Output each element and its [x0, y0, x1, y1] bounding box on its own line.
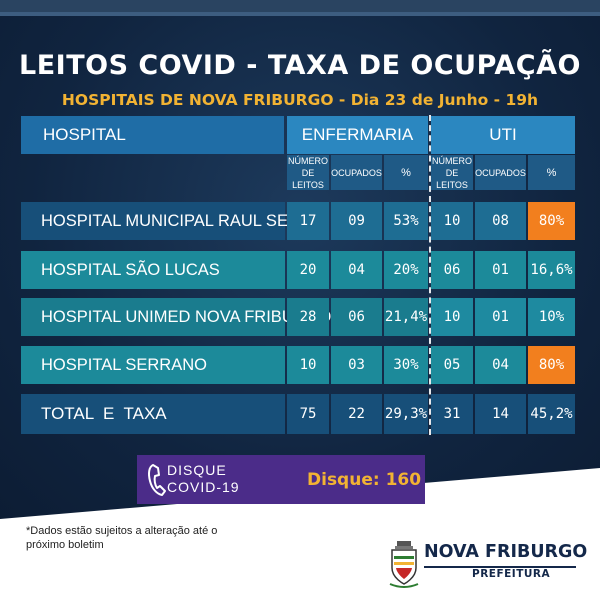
uti-subheader-leitos: NÚMERO DE LEITOS — [431, 155, 473, 190]
table-cell-enf_leitos: 20 — [287, 251, 329, 289]
table-cell-uti_ocupados: 08 — [475, 202, 526, 240]
table-cell-enf_leitos: 28 — [287, 298, 329, 336]
table-cell-uti_pct: 10% — [528, 298, 575, 336]
disque-line2: COVID-19 — [167, 479, 240, 495]
table-cell-uti_pct: 80% — [528, 202, 575, 240]
total-cell-uti_leitos: 31 — [431, 394, 473, 434]
table-cell-enf_ocupados: 04 — [331, 251, 382, 289]
total-label: TOTAL E TAXA — [21, 394, 285, 434]
table-cell-enf_pct: 20% — [384, 251, 428, 289]
table-cell-enf_pct: 21,4% — [384, 298, 428, 336]
table-cell-enf_pct: 53% — [384, 202, 428, 240]
table-cell-uti_leitos: 10 — [431, 202, 473, 240]
table-cell-enf_ocupados: 06 — [331, 298, 382, 336]
total-cell-enf_leitos: 75 — [287, 394, 329, 434]
disque-number: Disque: 160 — [307, 469, 422, 490]
total-cell-uti_pct: 45,2% — [528, 394, 575, 434]
table-cell-enf_leitos: 17 — [287, 202, 329, 240]
table-cell-uti_ocupados: 01 — [475, 298, 526, 336]
total-cell-enf_ocupados: 22 — [331, 394, 382, 434]
enf-subheader-leitos: NÚMERO DE LEITOS — [287, 155, 329, 190]
footnote: *Dados estão sujeitos a alteração até o … — [26, 525, 218, 551]
enf-subheader-ocupados: OCUPADOS — [331, 155, 382, 190]
header-uti: UTI — [431, 116, 575, 154]
enf-subheader-pct: % — [384, 155, 428, 190]
table-cell-enf_ocupados: 03 — [331, 346, 382, 384]
hospital-name: HOSPITAL SÃO LUCAS — [21, 251, 285, 289]
hospital-name: HOSPITAL UNIMED NOVA FRIBURGO — [21, 298, 331, 336]
table-cell-uti_leitos: 05 — [431, 346, 473, 384]
table-cell-uti_leitos: 06 — [431, 251, 473, 289]
table-cell-uti_ocupados: 04 — [475, 346, 526, 384]
logo-name: NOVA FRIBURGO — [424, 542, 588, 562]
table-cell-uti_pct: 80% — [528, 346, 575, 384]
table-cell-uti_pct: 16,6% — [528, 251, 575, 289]
header-enfermaria: ENFERMARIA — [287, 116, 428, 154]
disque-banner: DISQUE COVID-19 Disque: 160 — [137, 455, 425, 504]
table-cell-enf_ocupados: 09 — [331, 202, 382, 240]
uti-subheader-pct: % — [528, 155, 575, 190]
disque-logo: DISQUE COVID-19 — [147, 461, 277, 499]
phone-icon — [148, 464, 166, 496]
logo-sub: PREFEITURA — [472, 568, 551, 580]
hospital-name: HOSPITAL SERRANO — [21, 346, 285, 384]
logo-divider — [424, 566, 576, 568]
page-title: LEITOS COVID - TAXA DE OCUPAÇÃO — [19, 50, 581, 81]
table-cell-uti_leitos: 10 — [431, 298, 473, 336]
page-subtitle: HOSPITAIS DE NOVA FRIBURGO - Dia 23 de J… — [61, 91, 539, 109]
prefeitura-logo: NOVA FRIBURGO PREFEITURA — [388, 538, 588, 594]
uti-subheader-ocupados: OCUPADOS — [475, 155, 526, 190]
top-strip — [0, 0, 600, 16]
header-hospital: HOSPITAL — [21, 116, 284, 154]
uti-divider — [429, 115, 431, 435]
total-cell-enf_pct: 29,3% — [384, 394, 428, 434]
coat-of-arms-icon — [389, 541, 419, 588]
total-cell-uti_ocupados: 14 — [475, 394, 526, 434]
hospital-name: HOSPITAL MUNICIPAL RAUL SERTÃ — [21, 202, 321, 240]
table-cell-uti_ocupados: 01 — [475, 251, 526, 289]
table-cell-enf_leitos: 10 — [287, 346, 329, 384]
disque-line1: DISQUE — [167, 462, 227, 478]
table-cell-enf_pct: 30% — [384, 346, 428, 384]
